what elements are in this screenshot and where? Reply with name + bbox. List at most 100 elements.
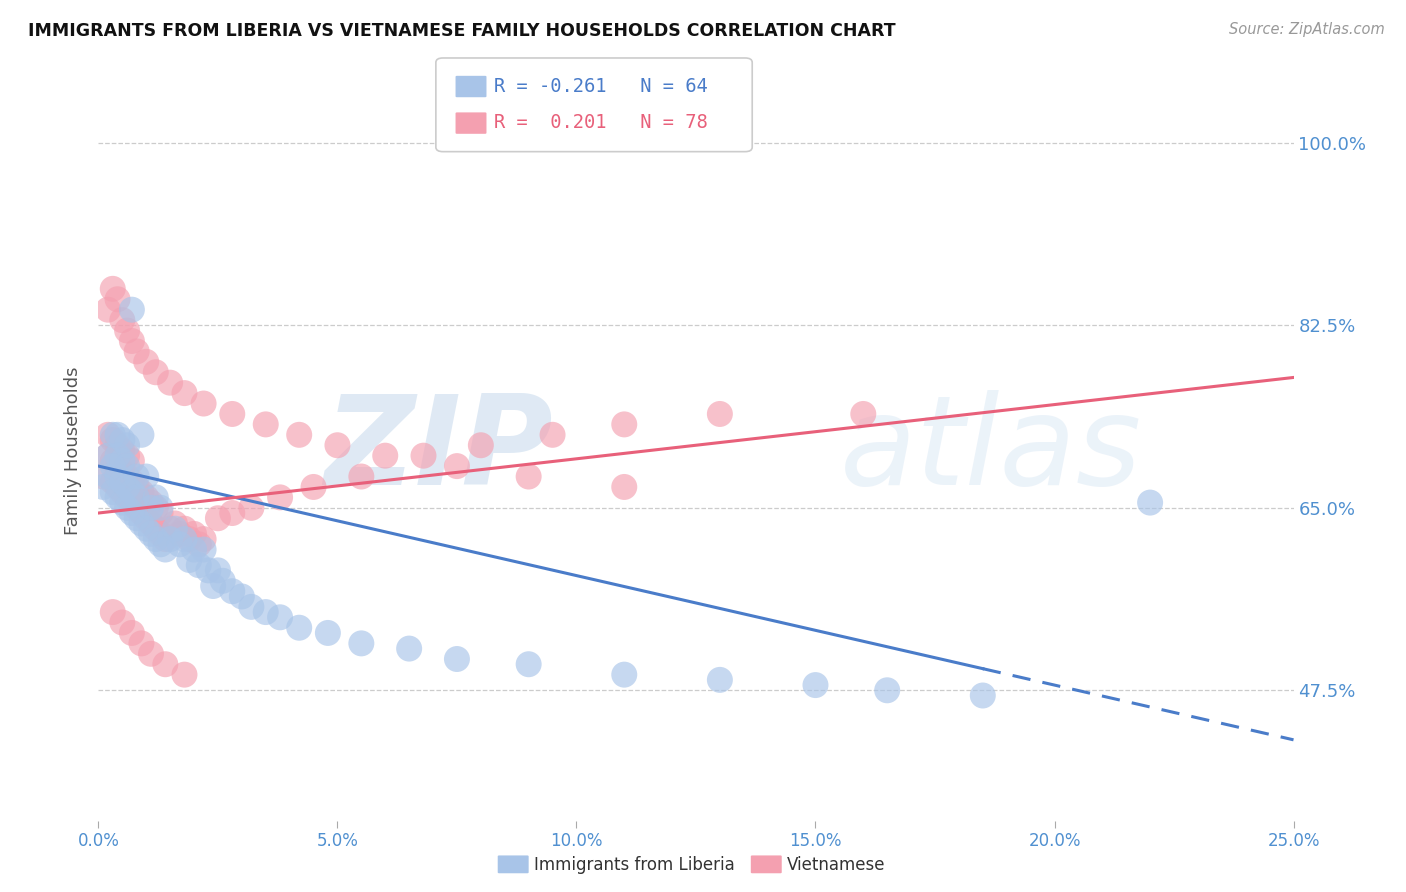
Point (149, 506, 172, 520)
Point (131, 516, 153, 531)
Point (111, 475, 134, 489)
Point (159, 532, 181, 546)
Point (139, 527, 162, 541)
Point (374, 449, 396, 463)
Point (517, 657, 540, 672)
Point (193, 396, 215, 410)
Point (115, 491, 138, 505)
Point (145, 365, 167, 379)
Point (221, 506, 243, 520)
Point (1139, 495, 1161, 509)
Point (155, 532, 177, 546)
Point (139, 500, 162, 515)
Point (179, 532, 201, 546)
Point (115, 449, 138, 463)
Point (135, 511, 157, 525)
Point (131, 636, 153, 650)
Point (111, 615, 134, 630)
Text: Vietnamese: Vietnamese (787, 856, 886, 874)
Point (111, 464, 134, 478)
Point (97, 302, 120, 317)
Point (131, 485, 153, 500)
Point (107, 491, 129, 505)
Point (121, 485, 143, 500)
Point (288, 621, 311, 635)
Point (125, 491, 148, 505)
Point (302, 480, 325, 494)
Point (121, 506, 143, 520)
Point (316, 626, 339, 640)
Point (145, 522, 167, 536)
Point (876, 683, 898, 698)
Point (107, 449, 129, 463)
Point (350, 636, 373, 650)
Point (193, 542, 215, 557)
Point (101, 485, 124, 500)
Point (139, 647, 162, 661)
Point (972, 689, 994, 703)
Point (221, 407, 243, 421)
Point (326, 438, 349, 452)
Point (398, 641, 420, 656)
Point (111, 485, 134, 500)
Point (125, 511, 148, 525)
Point (107, 469, 129, 483)
Text: Immigrants from Liberia: Immigrants from Liberia (534, 856, 735, 874)
Point (613, 667, 636, 681)
Point (121, 626, 143, 640)
Point (207, 511, 229, 525)
Point (179, 553, 201, 567)
Point (254, 605, 277, 619)
Point (131, 506, 153, 520)
Text: IMMIGRANTS FROM LIBERIA VS VIETNAMESE FAMILY HOUSEHOLDS CORRELATION CHART: IMMIGRANTS FROM LIBERIA VS VIETNAMESE FA… (28, 22, 896, 40)
Point (211, 574, 233, 588)
Point (139, 516, 162, 531)
Point (107, 427, 129, 442)
Point (101, 454, 124, 468)
Point (163, 522, 186, 536)
Point (613, 480, 636, 494)
Point (446, 459, 468, 474)
Point (155, 657, 177, 672)
Point (107, 438, 129, 452)
Point (91, 469, 114, 483)
Point (173, 386, 195, 401)
Point (115, 469, 138, 483)
Point (149, 500, 172, 515)
Point (131, 427, 153, 442)
Point (155, 542, 177, 557)
Point (115, 324, 138, 338)
Point (121, 334, 143, 348)
Point (97, 449, 120, 463)
Point (446, 652, 468, 666)
Point (269, 610, 291, 624)
Point (111, 443, 134, 458)
Point (541, 427, 564, 442)
Point (97, 469, 120, 483)
Point (240, 500, 263, 515)
Point (107, 459, 129, 474)
Y-axis label: Family Households: Family Households (65, 367, 83, 534)
Point (517, 469, 540, 483)
Point (202, 579, 225, 593)
Point (125, 469, 148, 483)
Point (231, 590, 253, 604)
Point (111, 313, 134, 327)
Point (101, 282, 124, 296)
Point (804, 678, 827, 692)
Text: R =  0.201   N = 78: R = 0.201 N = 78 (494, 113, 707, 132)
Point (183, 527, 205, 541)
Point (145, 532, 167, 546)
Point (240, 599, 263, 614)
Point (135, 469, 157, 483)
Point (101, 427, 124, 442)
Point (709, 673, 731, 687)
Point (269, 491, 291, 505)
Point (101, 433, 124, 447)
Point (173, 532, 195, 546)
Point (135, 491, 157, 505)
Point (187, 558, 209, 573)
Point (135, 355, 157, 369)
Point (101, 459, 124, 474)
Point (125, 500, 148, 515)
